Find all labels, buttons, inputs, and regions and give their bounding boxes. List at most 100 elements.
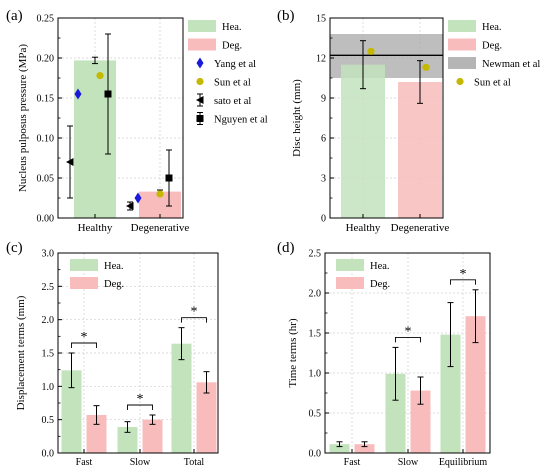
legend-label: Newman et al (482, 59, 540, 70)
y-tick-label: 0.15 (37, 94, 55, 105)
legend-swatch (188, 38, 216, 51)
bar-hea (341, 64, 385, 219)
y-tick-label: 12 (316, 54, 326, 65)
y-tick-label: 1.5 (42, 349, 55, 360)
y-axis-label: Displacement terms (mm) (15, 295, 27, 410)
significance-bracket (127, 404, 153, 410)
bar-deg (410, 390, 431, 453)
x-tick-label: Degenerative (131, 222, 190, 234)
bar-deg (465, 316, 486, 453)
x-tick-label: Slow (130, 457, 151, 468)
panel-label: (b) (277, 8, 295, 24)
significance-star: * (81, 330, 88, 345)
legend-swatch (336, 259, 364, 271)
nguyen-et-al-marker (165, 174, 173, 182)
panel-c: (c) * * * 0.0 0.5 1.0 1.5 2.0 2.5 3.0 Fast Slow Total… (6, 240, 219, 468)
panel-b: (b) 0 3 6 9 12 15 Healthy Degenerative Disc heigh… (277, 8, 540, 234)
y-tick-label: 2.5 (42, 282, 55, 293)
y-tick-label: 2.5 (309, 249, 322, 260)
legend-label: Hea. (104, 261, 124, 272)
significance-bracket (450, 279, 476, 285)
bar-hea (385, 373, 406, 453)
legend-marker (196, 57, 204, 69)
x-tick-label: Total (184, 457, 205, 468)
y-tick-label: 0.20 (37, 54, 55, 65)
significance-bracket (181, 317, 207, 323)
y-tick-label: 1.5 (309, 329, 322, 340)
x-tick-label: Healthy (78, 222, 113, 234)
y-tick-label: 1.0 (309, 369, 322, 380)
y-tick-label: 0.05 (37, 174, 55, 185)
legend-swatch (336, 277, 364, 289)
x-tick-label: Healthy (346, 222, 381, 234)
y-tick-label: 0.5 (42, 415, 55, 426)
y-tick-label: 0.25 (37, 14, 55, 25)
y-tick-label: 0 (321, 214, 326, 225)
legend-label: Hea. (370, 261, 390, 272)
y-tick-label: 2.0 (309, 289, 322, 300)
legend-label: Hea. (482, 22, 502, 33)
legend-label: Sun et al (214, 78, 251, 89)
legend: Hea. Deg. Newman et al Sun et al (448, 20, 540, 89)
y-tick-label: 0.10 (37, 134, 55, 145)
legend-swatch (448, 20, 476, 32)
bar-deg (86, 415, 107, 453)
legend-marker (456, 77, 464, 86)
sato-et-al-marker (126, 202, 134, 210)
legend-label: sato et al (214, 96, 251, 107)
x-tick-label: Slow (398, 457, 419, 468)
bar-hea (61, 370, 82, 453)
legend-label: Deg. (370, 279, 390, 290)
y-axis-label: Nucleus pulposus pressure (MPa) (17, 44, 29, 193)
bar-hea (329, 444, 350, 453)
sato-et-al-marker (66, 158, 74, 166)
legend-label: Sun et al (474, 78, 511, 89)
panel-label: (d) (277, 240, 295, 256)
legend-swatch (448, 38, 476, 51)
legend-label: Deg. (482, 41, 502, 52)
y-tick-label: 0.5 (309, 409, 322, 420)
legend-swatch (188, 20, 216, 32)
bar-deg (142, 419, 163, 453)
y-axis-label: Disc height (mm) (291, 79, 303, 157)
bar-hea (74, 60, 116, 219)
y-tick-label: 0.0 (42, 449, 55, 460)
legend-label: Deg. (104, 279, 124, 290)
significance-star: * (405, 324, 412, 339)
panel-label: (a) (6, 8, 23, 24)
legend: Hea. Deg. Yang et al Sun et al sato et al Ngu… (188, 20, 268, 126)
sun-et-al-marker (422, 63, 430, 71)
y-tick-label: 0.0 (309, 449, 322, 460)
panel-label: (c) (6, 240, 23, 256)
y-tick-label: 0.00 (37, 214, 55, 225)
y-axis-label: Time terms (hr) (287, 318, 299, 388)
significance-star: * (460, 267, 467, 282)
legend-swatch (448, 57, 476, 69)
sun-et-al-marker (96, 72, 104, 80)
legend-label: Nguyen et al (214, 115, 268, 126)
y-tick-label: 9 (321, 94, 326, 105)
panel-a: (a) 0.00 0.05 0.10 0.15 0.20 0.25 Healthy Degene… (6, 8, 268, 234)
legend-marker (196, 77, 204, 86)
y-tick-label: 3 (321, 174, 326, 185)
legend-marker (196, 96, 204, 104)
x-tick-label: Fast (344, 457, 361, 468)
sun-et-al-marker (156, 190, 164, 198)
bar-hea (117, 427, 138, 453)
bar-hea (171, 343, 192, 453)
y-tick-label: 2.0 (42, 315, 55, 326)
significance-star: * (137, 392, 144, 407)
yang-et-al-marker (74, 88, 82, 100)
nguyen-et-al-marker (104, 90, 112, 98)
legend-label: Deg. (222, 41, 242, 52)
significance-star: * (191, 305, 198, 320)
y-tick-label: 15 (316, 14, 326, 25)
legend-label: Hea. (222, 22, 242, 33)
yang-et-al-marker (134, 192, 142, 204)
bar-hea (440, 334, 461, 453)
sun-et-al-marker (367, 47, 375, 55)
legend-label: Yang et al (214, 59, 256, 70)
legend-swatch (70, 277, 98, 289)
significance-bracket (71, 342, 97, 348)
